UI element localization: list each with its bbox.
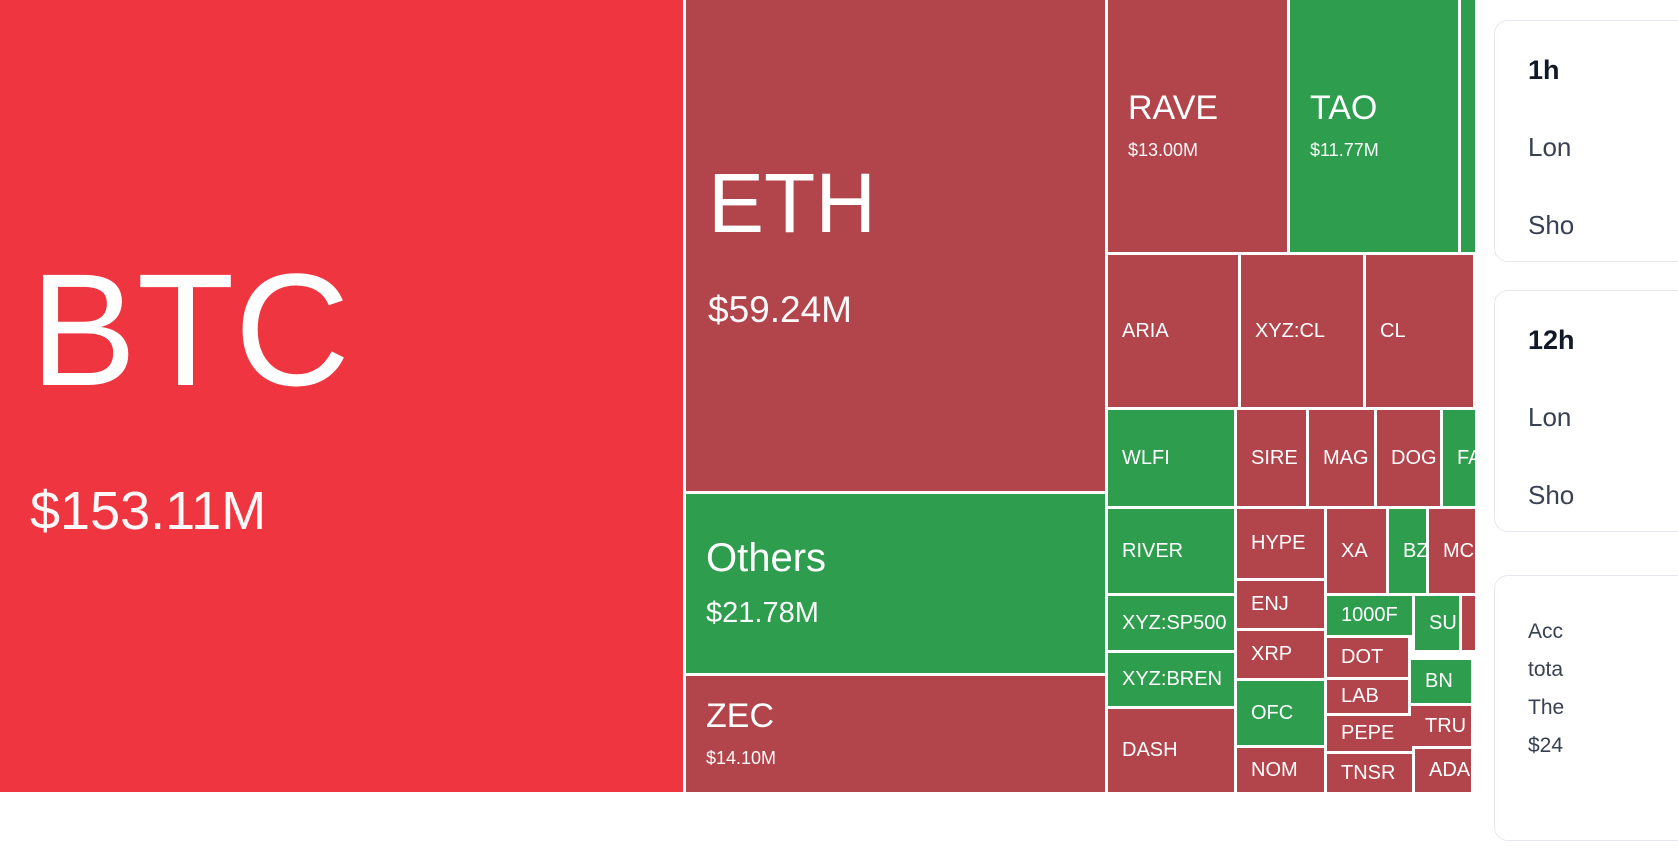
treemap-tile-bz[interactable]: BZ bbox=[1389, 509, 1426, 593]
tile-symbol: ETH bbox=[708, 155, 876, 250]
treemap-tile-mag[interactable]: MAG bbox=[1309, 410, 1374, 506]
treemap-tile-enj[interactable]: ENJ bbox=[1237, 581, 1324, 628]
treemap-tile-xa[interactable]: XA bbox=[1327, 509, 1386, 593]
treemap-tile-1000f[interactable]: 1000F bbox=[1327, 596, 1412, 635]
treemap-tile-dog[interactable]: DOG bbox=[1377, 410, 1440, 506]
summary-line: The bbox=[1528, 696, 1565, 719]
summary-line: $24 bbox=[1528, 734, 1564, 757]
tile-symbol: Others bbox=[706, 536, 827, 580]
tile-symbol: RAVE bbox=[1128, 88, 1219, 127]
treemap-tile-e[interactable]: E bbox=[1462, 596, 1476, 650]
summary-card: Acc tota The $24 bbox=[1494, 575, 1678, 841]
stat-card-1h-long-line: Lon bbox=[1528, 132, 1572, 162]
tile-symbol: RIVER bbox=[1122, 539, 1184, 562]
tile-symbol: NOM bbox=[1251, 758, 1298, 781]
treemap-tile-tru[interactable]: TRU bbox=[1411, 706, 1471, 746]
tile-symbol: BTC bbox=[30, 240, 350, 419]
tile-symbol: HYPE bbox=[1251, 532, 1306, 554]
treemap-tile-river[interactable]: RIVER bbox=[1108, 509, 1234, 593]
stat-card-1h-title: 1h bbox=[1528, 55, 1560, 85]
tile-value: $11.77M bbox=[1310, 140, 1379, 161]
tile-symbol: SU bbox=[1429, 611, 1457, 634]
tile-symbol: LAB bbox=[1341, 685, 1379, 707]
treemap-tile-xyz-bren[interactable]: XYZ:BREN bbox=[1108, 653, 1234, 706]
tile-symbol: WLFI bbox=[1122, 446, 1170, 469]
summary-line: Acc bbox=[1528, 620, 1564, 643]
tile-symbol: OFC bbox=[1251, 701, 1294, 724]
treemap-tile-eth[interactable]: ETH $59.24M bbox=[686, 0, 1105, 491]
tile-symbol: ENJ bbox=[1251, 593, 1289, 615]
treemap-tile-cl[interactable]: CL bbox=[1366, 255, 1473, 407]
treemap-tile-others[interactable]: Others $21.78M bbox=[686, 494, 1105, 673]
tile-symbol: DOT bbox=[1341, 646, 1384, 668]
treemap-tile-sire[interactable]: SIRE bbox=[1237, 410, 1306, 506]
treemap-tile-tao[interactable]: TAO $11.77M bbox=[1290, 0, 1458, 252]
treemap-tile-su[interactable]: SU bbox=[1415, 596, 1459, 650]
treemap-tile-wlfi[interactable]: WLFI bbox=[1108, 410, 1234, 506]
tile-symbol: XA bbox=[1341, 539, 1368, 562]
side-panel: 1h Lon Sho 12h Lon Sho Acc tota The $24 bbox=[1475, 0, 1678, 848]
stat-card-12h: 12h Lon Sho bbox=[1494, 290, 1678, 532]
tile-symbol: CL bbox=[1380, 319, 1406, 342]
stat-card-12h-long-line: Lon bbox=[1528, 402, 1572, 432]
treemap-tile-mc[interactable]: MC bbox=[1429, 509, 1475, 593]
tile-value: $153.11M bbox=[30, 481, 267, 541]
treemap-tile-xyz-sp500[interactable]: XYZ:SP500 bbox=[1108, 596, 1234, 650]
treemap-tile-ada[interactable]: ADA bbox=[1415, 749, 1471, 792]
treemap-tile-pepe[interactable]: PEPE bbox=[1327, 716, 1412, 751]
tile-symbol: FA bbox=[1457, 446, 1475, 469]
treemap-tile-rave[interactable]: RAVE $13.00M bbox=[1108, 0, 1287, 252]
tile-symbol: XYZ:BREN bbox=[1122, 668, 1223, 690]
treemap-tile-dash[interactable]: DASH bbox=[1108, 709, 1234, 792]
treemap-tile-btc[interactable]: BTC $153.11M bbox=[0, 0, 683, 792]
stat-card-12h-title: 12h bbox=[1528, 325, 1575, 355]
tile-symbol: MAG bbox=[1323, 446, 1369, 469]
tile-symbol: ARIA bbox=[1122, 319, 1169, 342]
treemap-tile-xrp[interactable]: XRP bbox=[1237, 631, 1324, 678]
treemap-tile-lab[interactable]: LAB bbox=[1327, 680, 1408, 713]
treemap-tile-sliver[interactable] bbox=[1461, 0, 1475, 252]
tile-symbol: XYZ:SP500 bbox=[1122, 611, 1227, 634]
summary-line: tota bbox=[1528, 658, 1564, 681]
stat-card-1h: 1h Lon Sho bbox=[1494, 20, 1678, 262]
tile-symbol: XRP bbox=[1251, 643, 1293, 665]
tile-symbol: PEPE bbox=[1341, 722, 1395, 744]
tile-value: $14.10M bbox=[706, 748, 777, 769]
tile-symbol: BN bbox=[1425, 670, 1453, 692]
tile-symbol: SIRE bbox=[1251, 446, 1298, 469]
treemap-tile-bn[interactable]: BN bbox=[1411, 660, 1471, 703]
tile-symbol: DOG bbox=[1391, 446, 1437, 469]
liquidation-treemap: BTC $153.11M ETH $59.24M Others $21.78M ZEC $14… bbox=[0, 0, 1476, 792]
tile-symbol: 1000F bbox=[1341, 604, 1398, 626]
tile-symbol: TNSR bbox=[1341, 761, 1396, 784]
treemap-tile-hype[interactable]: HYPE bbox=[1237, 509, 1324, 578]
treemap-tile-xyz-cl[interactable]: XYZ:CL bbox=[1241, 255, 1363, 407]
tile-symbol: DASH bbox=[1122, 739, 1178, 761]
tile-symbol: TRU bbox=[1425, 714, 1467, 737]
treemap-tile-fa[interactable]: FA bbox=[1443, 410, 1475, 506]
stat-card-1h-short-line: Sho bbox=[1528, 210, 1575, 240]
tile-symbol: MC bbox=[1443, 539, 1475, 562]
tile-symbol: BZ bbox=[1403, 539, 1426, 562]
tile-symbol: ADA bbox=[1429, 759, 1471, 781]
tile-symbol: TAO bbox=[1310, 88, 1378, 127]
tile-symbol: XYZ:CL bbox=[1255, 319, 1326, 342]
tile-value: $21.78M bbox=[706, 597, 819, 629]
treemap-tile-nom[interactable]: NOM bbox=[1237, 748, 1324, 792]
treemap-tile-ofc[interactable]: OFC bbox=[1237, 681, 1324, 745]
treemap-tile-tnsr[interactable]: TNSR bbox=[1327, 754, 1412, 792]
tile-symbol: ZEC bbox=[706, 696, 774, 735]
treemap-tile-zec[interactable]: ZEC $14.10M bbox=[686, 676, 1105, 792]
treemap-tile-dot[interactable]: DOT bbox=[1327, 638, 1408, 677]
stat-card-12h-short-line: Sho bbox=[1528, 480, 1575, 510]
treemap-tile-aria[interactable]: ARIA bbox=[1108, 255, 1238, 407]
tile-value: $13.00M bbox=[1128, 140, 1199, 161]
tile-value: $59.24M bbox=[708, 288, 852, 330]
